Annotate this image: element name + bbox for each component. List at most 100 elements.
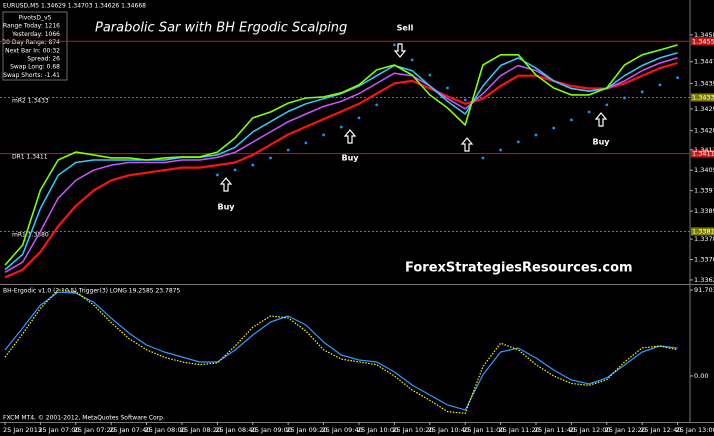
sar-dot	[516, 140, 520, 144]
x-tick-label: 25 Jan 09:20	[286, 426, 327, 434]
y-tick-label: 1.34580	[694, 31, 714, 39]
signal-label: Buy	[217, 203, 235, 212]
x-tick-label: 25 Jan 08:20	[180, 426, 221, 434]
info-line: Yesterday: 1066	[11, 31, 60, 38]
sar-dot	[286, 148, 290, 152]
signal-arrow	[393, 43, 407, 58]
sar-dot	[446, 86, 449, 90]
sar-dot	[428, 73, 432, 77]
y-tick-label: 1.34290	[694, 105, 714, 113]
symbol-header: EURUSD,M5 1.34629 1.34703 1.34626 1.3466…	[3, 3, 146, 10]
x-tick-label: 25 Jan 10:20	[392, 426, 433, 434]
info-line: Swap Long: 0.68	[10, 64, 60, 71]
signal-label: Buy	[592, 138, 610, 147]
sar-dot	[552, 126, 556, 130]
sar-dot	[251, 163, 255, 167]
signal-label: Buy	[341, 154, 359, 163]
y-tick-label: 1.34130	[694, 146, 714, 154]
x-tick-label: 25 Jan 11:40	[534, 426, 575, 434]
info-line: Next Bar In: 00:32	[5, 47, 60, 54]
series-line	[4, 44, 678, 266]
x-tick-label: 25 Jan 08:40	[215, 426, 256, 434]
chart-title: Parabolic Sar with BH Ergodic Scalping	[95, 21, 347, 36]
copyright: FXCM MT4, © 2001-2012, MetaQuotes Softwa…	[3, 415, 165, 422]
y-tick-label: 1.34390	[694, 79, 714, 87]
sar-dot	[534, 133, 538, 137]
level-price: 1.34335	[692, 93, 714, 101]
signal-arrow	[343, 129, 357, 144]
level-label: mR2 1.3433	[12, 97, 49, 104]
series-line	[4, 61, 678, 279]
signal-label: Sell	[397, 24, 414, 33]
sar-dot	[375, 103, 379, 107]
info-line: 30 Day Range: 874	[2, 39, 60, 46]
sar-dot	[658, 83, 662, 87]
sar-dot	[463, 98, 467, 102]
sar-dot	[481, 156, 485, 160]
sar-dot	[357, 116, 361, 120]
y-tick-label: 1.34050	[694, 166, 714, 174]
x-tick-label: 25 Jan 2013	[3, 426, 42, 434]
series-line	[4, 291, 678, 411]
level-price: 1.34115	[692, 150, 714, 158]
level-price-tag	[691, 227, 714, 236]
y-tick-label: 1.34205	[694, 127, 714, 135]
level-price-tag	[691, 37, 714, 46]
y-tick-label: 1.34475	[694, 58, 714, 66]
x-tick-label: 25 Jan 11:20	[499, 426, 540, 434]
sar-dot	[623, 96, 626, 100]
sar-dot	[587, 110, 591, 114]
sar-dot	[339, 125, 343, 129]
x-tick-label: 25 Jan 10:40	[428, 426, 469, 434]
y-tick-label: 1.33700	[694, 256, 714, 264]
sar-dot	[499, 148, 502, 152]
sar-dot	[233, 168, 237, 172]
signal-arrow	[594, 112, 608, 127]
y-tick-label: 1.33780	[694, 235, 714, 243]
x-tick-label: 25 Jan 13:00	[676, 426, 714, 434]
y-tick-label: 1.33620	[694, 276, 714, 284]
signal-arrow	[219, 177, 233, 192]
x-tick-label: 25 Jan 07:20	[74, 426, 115, 434]
x-tick-label: 25 Jan 08:00	[145, 426, 186, 434]
info-line: Range Today: 1216	[3, 23, 60, 30]
info-line: PivotsD_v5	[19, 15, 52, 22]
level-label: DR1 1.3411	[12, 154, 48, 161]
x-tick-label: 25 Jan 12:40	[640, 426, 681, 434]
level-price: 1.33810	[692, 227, 714, 235]
watermark: ForexStrategiesResources.com	[405, 261, 633, 276]
info-line: Spread: 26	[27, 56, 60, 63]
sar-dot	[269, 156, 272, 160]
x-tick-label: 25 Jan 12:00	[569, 426, 610, 434]
x-tick-label: 25 Jan 11:00	[463, 426, 504, 434]
info-box	[2, 11, 68, 81]
x-tick-label: 25 Jan 12:20	[605, 426, 646, 434]
x-tick-label: 25 Jan 07:00	[38, 426, 79, 434]
x-tick-label: 25 Jan 09:00	[251, 426, 292, 434]
info-line: Swap Shorts: -1.41	[3, 72, 60, 79]
sar-dot	[676, 76, 679, 80]
sar-dot	[322, 133, 325, 137]
sar-dot	[393, 43, 396, 47]
level-price-tag	[691, 93, 714, 102]
y-tick-label: 1.33890	[694, 207, 714, 215]
sar-dot	[304, 141, 308, 145]
indicator-title: BH-Ergodic v1.0 (2,10,5) Trigger(3) LONG…	[3, 288, 180, 295]
y-tick-label: 1.33970	[694, 187, 714, 195]
x-tick-label: 25 Jan 10:00	[357, 426, 398, 434]
sar-dot	[410, 58, 414, 62]
x-tick-label: 25 Jan 07:40	[109, 426, 150, 434]
level-price: 1.34555	[692, 37, 714, 45]
y-tick-label: 91.7035	[694, 286, 714, 294]
sar-dot	[605, 103, 609, 107]
signal-arrow	[460, 137, 474, 152]
y-tick-label: 0.00	[694, 372, 708, 380]
sar-dot	[216, 173, 219, 177]
sar-dot	[640, 90, 644, 94]
level-price-tag	[691, 149, 714, 158]
x-tick-label: 25 Jan 09:40	[322, 426, 363, 434]
sar-dot	[570, 118, 573, 122]
